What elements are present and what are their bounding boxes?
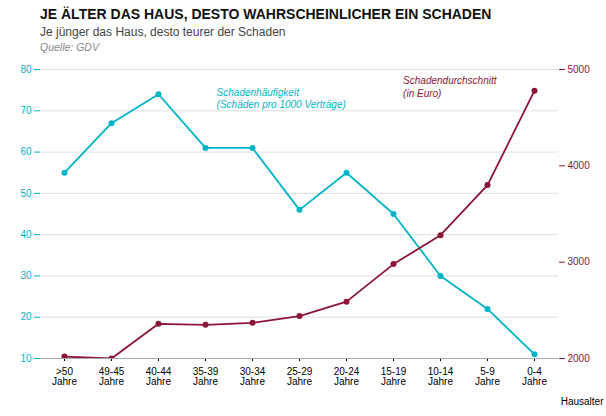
svg-text:80: 80	[20, 64, 32, 75]
svg-text:49-45Jahre: 49-45Jahre	[99, 366, 125, 387]
html-text:JE ÄLTER DAS HAUS, DESTO WAHRS: JE ÄLTER DAS HAUS, DESTO WAHRSCHEINLICHE…	[40, 6, 492, 22]
svg-text:>50Jahre: >50Jahre	[52, 366, 77, 387]
svg-text:40-44Jahre: 40-44Jahre	[146, 366, 172, 387]
svg-text:Hausalter: Hausalter	[561, 396, 604, 407]
svg-text:2000: 2000	[568, 353, 591, 364]
svg-text:30: 30	[20, 270, 32, 281]
svg-text:50: 50	[20, 188, 32, 199]
html-text:Je jünger das Haus, desto teur: Je jünger das Haus, desto teurer der Sch…	[40, 25, 286, 39]
svg-text:20: 20	[20, 311, 32, 322]
svg-text:35-39Jahre: 35-39Jahre	[193, 366, 219, 387]
svg-text:25-29Jahre: 25-29Jahre	[287, 366, 313, 387]
svg-text:70: 70	[20, 105, 32, 116]
svg-text:60: 60	[20, 146, 32, 157]
svg-text:10-14Jahre: 10-14Jahre	[428, 366, 454, 387]
svg-text:5000: 5000	[568, 64, 591, 75]
svg-text:Schadendurchschnitt(in Euro): Schadendurchschnitt(in Euro)	[403, 75, 498, 99]
svg-text:20-24Jahre: 20-24Jahre	[334, 366, 360, 387]
svg-text:15-19Jahre: 15-19Jahre	[381, 366, 407, 387]
svg-text:5-9Jahre: 5-9Jahre	[475, 366, 500, 387]
svg-text:Schadenhäufigkeit(Schäden pro: Schadenhäufigkeit(Schäden pro 1000 Vertr…	[217, 87, 346, 111]
svg-text:3000: 3000	[568, 256, 591, 267]
svg-text:4000: 4000	[568, 160, 591, 171]
svg-text:0-4Jahre: 0-4Jahre	[522, 366, 547, 387]
svg-text:40: 40	[20, 229, 32, 240]
svg-text:10: 10	[20, 353, 32, 364]
svg-text:30-34Jahre: 30-34Jahre	[240, 366, 266, 387]
html-text:Quelle: GDV: Quelle: GDV	[40, 41, 99, 53]
